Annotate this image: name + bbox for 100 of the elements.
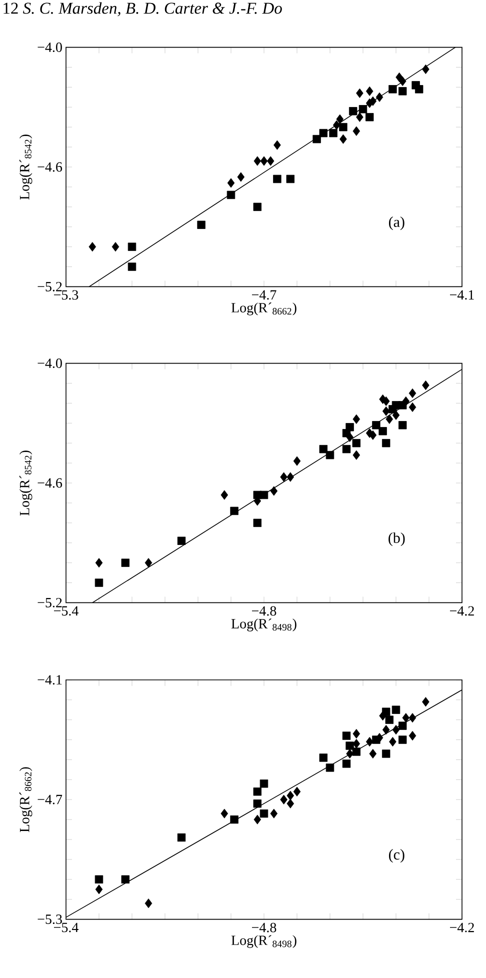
point [88,242,96,252]
point [177,536,186,545]
point [144,898,152,908]
point [260,156,268,166]
point [376,92,384,102]
point [346,742,354,750]
point [366,736,374,747]
point [286,790,294,800]
point [253,518,262,527]
point [388,405,397,414]
point [366,86,374,96]
point [352,450,360,460]
point [230,506,238,516]
point [342,760,351,768]
point [312,134,321,144]
point [286,472,294,482]
point [253,799,262,808]
point [398,736,407,744]
point [382,396,390,406]
point [352,738,360,749]
point [398,87,407,96]
point [220,490,228,500]
point [293,786,301,796]
point [389,736,396,747]
point [365,113,374,122]
point [414,85,424,94]
point [326,450,334,460]
point [342,444,351,454]
point [356,112,364,122]
y-tick-label: −4.0 [38,42,62,52]
point [280,472,288,482]
point [422,697,430,707]
point [280,794,288,804]
point [352,439,360,448]
y-tick-label: −4.6 [38,478,62,488]
point [270,486,278,496]
point [319,128,328,138]
point [254,814,262,824]
point [336,114,344,124]
point [408,388,416,398]
point [346,748,354,759]
y-axis-title: Log(R´$_{8542}$) [19,134,32,200]
point [398,401,407,410]
point [392,706,400,714]
x-tick-label: −4.2 [450,606,474,616]
point [398,421,407,430]
point [326,764,334,772]
point [270,808,278,818]
point [348,107,358,116]
point [369,748,377,759]
point [230,815,238,824]
annotation: (c) [388,849,404,863]
point [226,190,236,200]
y-axis-title: Log(R´$_{8542}$) [19,450,32,516]
x-tick-label: −5.4 [54,922,78,932]
y-tick-label: −4.6 [38,162,62,172]
y-axis-title: Log(R´$_{8662}$) [19,767,32,832]
y-tick-label: −5.2 [38,282,62,292]
y-tick-label: −5.2 [38,598,62,608]
text: 12 S. C. Marsden, B. D. Carter & J.-F. Do [4,2,282,16]
point [319,754,328,762]
x-tick-label: −4.8 [252,922,276,932]
point [372,421,380,430]
point [177,833,186,842]
x-axis-title: Log(R´$_{8498}$) [231,935,296,948]
point [237,172,245,182]
point [352,126,360,136]
point [402,713,410,723]
point [388,85,397,94]
point [121,875,130,884]
point [369,430,377,440]
point [339,123,348,132]
x-tick-label: −5.3 [54,290,78,300]
point [408,402,416,412]
point [144,558,152,568]
x-tick-label: −4.2 [450,922,474,932]
point [392,724,400,735]
point [340,134,347,144]
point [95,558,103,568]
point [94,578,104,587]
point [286,798,294,808]
point [293,456,301,466]
x-tick-label: −5.4 [54,606,78,616]
point [342,732,351,740]
point [197,220,206,229]
point [352,728,360,739]
point [332,120,340,130]
point [286,174,294,184]
point [128,242,136,251]
y-tick-label: −4.1 [38,675,62,685]
point [356,88,364,98]
point [274,140,281,150]
point [422,380,430,390]
point [329,128,338,138]
point [378,427,387,436]
point [253,788,262,796]
point [266,156,274,166]
point [112,242,120,252]
point [398,76,406,86]
x-tick-label: −4.1 [450,290,474,300]
